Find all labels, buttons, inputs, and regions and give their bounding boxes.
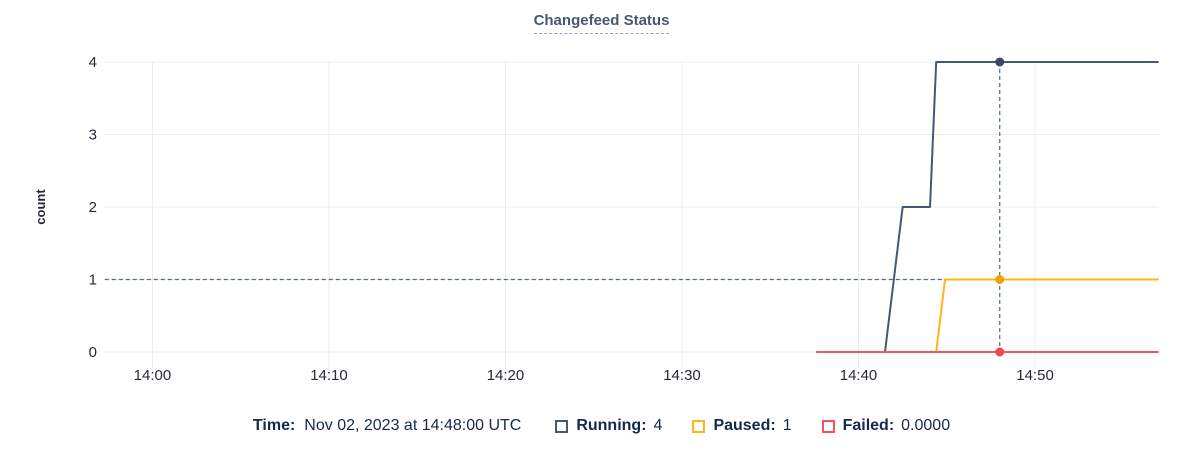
y-axis-title: count <box>33 189 48 225</box>
x-tick-label: 14:30 <box>663 367 701 384</box>
legend-item-running: Running: 4 <box>555 417 662 435</box>
hover-legend: Time: Nov 02, 2023 at 14:48:00 UTC Runni… <box>0 417 1203 435</box>
chart-title[interactable]: Changefeed Status <box>533 12 670 34</box>
legend-value-running: 4 <box>653 417 663 434</box>
chart-header: Changefeed Status <box>0 0 1203 40</box>
x-tick-label: 14:50 <box>1016 367 1054 384</box>
y-tick-label: 3 <box>89 127 97 144</box>
legend-item-paused: Paused: 1 <box>692 417 792 435</box>
legend-value-failed: 0.0000 <box>901 417 951 434</box>
time-label: Time: <box>252 417 296 434</box>
x-tick-label: 14:00 <box>134 367 172 384</box>
series-line-running <box>884 61 1159 353</box>
legend-value-paused: 1 <box>782 417 792 434</box>
time-value: Nov 02, 2023 at 14:48:00 UTC <box>304 417 522 434</box>
legend-label-failed: Failed: <box>842 417 895 434</box>
y-tick-label: 2 <box>89 199 97 216</box>
x-tick-label: 14:40 <box>840 367 878 384</box>
y-tick-label: 0 <box>89 344 97 361</box>
crosshair-dot-failed <box>995 347 1005 357</box>
x-tick-label: 14:10 <box>310 367 348 384</box>
legend-swatch-failed <box>821 419 835 433</box>
legend-swatch-paused <box>692 419 706 433</box>
y-tick-label: 4 <box>89 54 97 71</box>
y-tick-label: 1 <box>89 272 97 289</box>
changefeed-status-chart[interactable]: 0 1 2 3 4 14:00 14:10 14:20 14:30 14:40 14:50 count <box>0 40 1203 405</box>
legend-label-running: Running: <box>576 417 647 434</box>
x-tick-label: 14:20 <box>487 367 525 384</box>
legend-label-paused: Paused: <box>713 417 776 434</box>
crosshair-dot-running <box>995 57 1005 67</box>
series-legend: Running: 4 Paused: 1 Failed: 0.0000 <box>525 417 950 435</box>
series-line-paused <box>935 278 1159 353</box>
crosshair-dot-paused <box>995 275 1005 284</box>
legend-item-failed: Failed: 0.0000 <box>821 417 951 435</box>
legend-swatch-running <box>555 419 569 433</box>
